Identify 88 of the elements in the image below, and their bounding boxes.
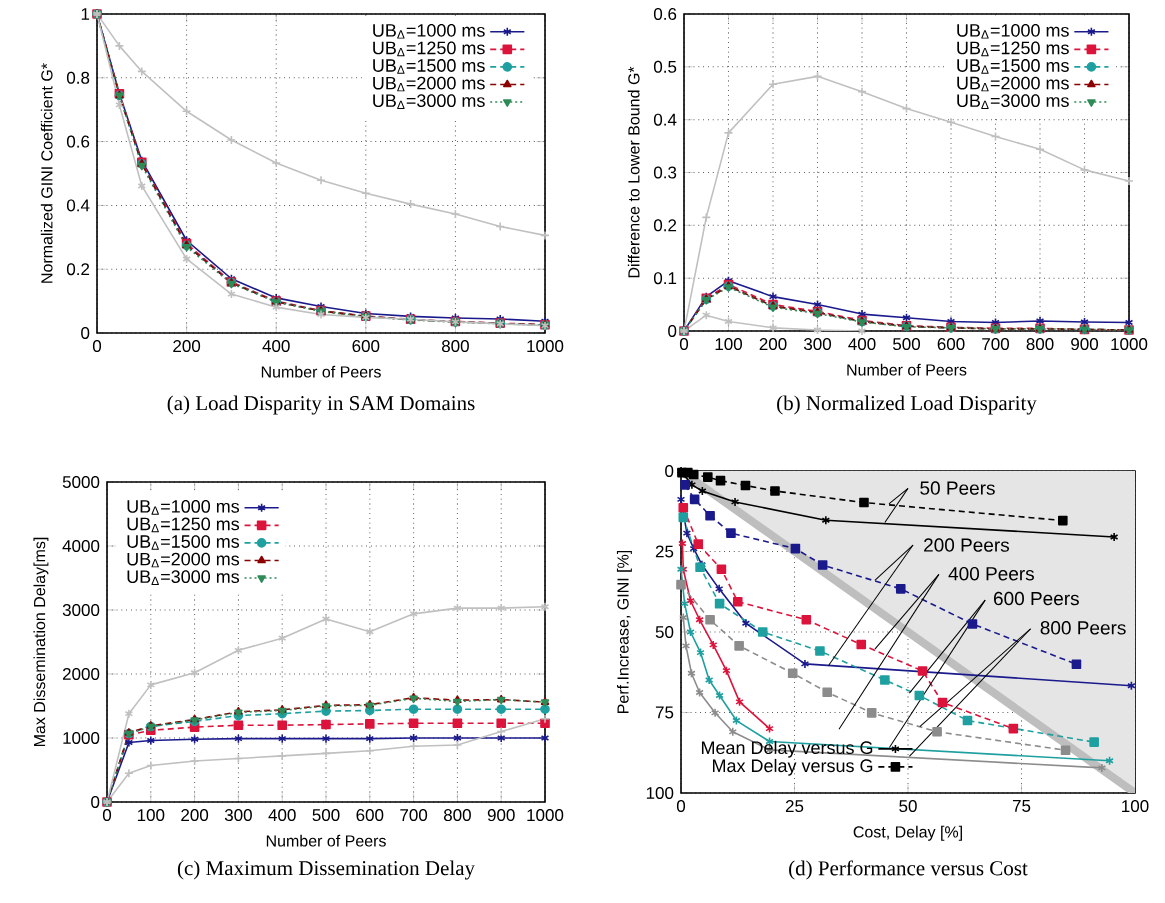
annotation: 400 Peers	[948, 566, 1034, 581]
legend-label: Max Delay versus G	[712, 758, 873, 776]
text: (d) Performance versus Cost	[789, 860, 1028, 880]
x-axis-title: Number of Peers	[266, 834, 386, 847]
x-tick-label: 700	[982, 338, 1010, 351]
x-tick-label: 800	[443, 809, 471, 822]
y-axis-title: Difference to Lower Bound G*	[627, 66, 640, 278]
y-tick-label: 0	[665, 465, 674, 478]
text: (b) Normalized Load Disparity	[777, 395, 1037, 415]
y-tick-label: 4000	[62, 540, 100, 553]
x-tick-label: 0	[679, 338, 689, 351]
x-tick-label: 400	[848, 338, 876, 351]
y-tick-label: 0.1	[653, 272, 677, 285]
x-tick-label: 600	[352, 340, 380, 353]
x-tick-label: 0	[676, 800, 686, 813]
legend-label: UB$_{Δ}$=1250 ms	[957, 41, 1069, 57]
legend-label: UB$_{Δ}$=1500 ms	[373, 59, 485, 74]
x-tick-label: 0	[102, 809, 112, 822]
x-tick-label: 100	[137, 809, 165, 822]
x-tick-label: 500	[312, 809, 340, 822]
legend-label: UB$_{Δ}$=1000 ms	[127, 499, 240, 515]
legend-label: UB$_{Δ}$=1500 ms	[127, 535, 240, 550]
y-tick-label: 0	[81, 326, 90, 340]
y-tick-label: 0.4	[66, 199, 90, 212]
legend-label: UB$_{Δ}$=1500 ms	[957, 59, 1069, 74]
legend-label: UB$_{Δ}$=3000 ms	[127, 570, 240, 585]
text: (c) Maximum Dissemination Delay	[177, 860, 475, 880]
legend-label: UB$_{Δ}$=2000 ms	[957, 76, 1069, 92]
text: (a) Load Disparity in SAM Domains	[167, 395, 475, 415]
legend-label: UB$_{Δ}$=1000 ms	[373, 23, 485, 39]
x-tick-label: 400	[262, 340, 290, 353]
y-tick-label: 0.6	[66, 135, 90, 148]
y-axis-title: Max Dissemination Delay[ms]	[33, 537, 49, 747]
y-tick-label: 0.3	[653, 166, 677, 179]
y-tick-label: 0.2	[653, 219, 677, 232]
x-tick-label: 200	[759, 338, 787, 351]
y-tick-label: 0.5	[653, 60, 677, 73]
x-axis-title: Number of Peers	[847, 363, 967, 376]
y-tick-label: 25	[655, 545, 674, 558]
x-tick-label: 1000	[527, 340, 564, 353]
x-tick-label: 600	[937, 338, 965, 351]
x-tick-label: 300	[224, 809, 252, 822]
x-tick-label: 800	[1026, 338, 1054, 351]
y-tick-label: 50	[655, 626, 674, 639]
annotation: 800 Peers	[1040, 621, 1126, 635]
y-tick-label: 0.2	[66, 263, 90, 276]
x-axis-title: Number of Peers	[261, 365, 381, 378]
x-tick-label: 200	[181, 809, 209, 822]
x-tick-label: 100	[1122, 800, 1149, 813]
x-tick-label: 1000	[527, 809, 564, 822]
x-axis-title: Cost, Delay [%]	[853, 825, 962, 841]
y-tick-label: 3000	[62, 604, 100, 617]
x-tick-label: 50	[899, 800, 917, 813]
x-tick-label: 900	[1071, 338, 1099, 351]
y-tick-label: 5000	[62, 476, 100, 489]
x-tick-label: 800	[441, 340, 469, 353]
x-tick-label: 300	[803, 338, 832, 351]
y-tick-label: 0	[668, 324, 677, 338]
x-tick-label: 75	[1012, 800, 1031, 812]
y-tick-label: 1	[81, 8, 90, 20]
x-tick-label: 500	[893, 338, 921, 351]
legend-label: UB$_{Δ}$=2000 ms	[373, 76, 485, 92]
y-axis-title: Normalized GINI Coefficient G*	[40, 63, 53, 283]
y-tick-label: 0.4	[653, 113, 677, 126]
x-tick-label: 25	[785, 800, 804, 813]
x-tick-label: 100	[715, 338, 743, 351]
y-tick-label: 2000	[62, 668, 100, 681]
x-tick-label: 600	[356, 809, 384, 822]
legend-label: UB$_{Δ}$=2000 ms	[127, 552, 240, 568]
y-tick-label: 100	[646, 787, 674, 800]
y-tick-label: 1000	[63, 731, 100, 745]
legend-label: UB$_{Δ}$=1250 ms	[127, 517, 240, 533]
y-tick-label: 0.8	[66, 71, 90, 84]
annotation: 200 Peers	[924, 538, 1010, 552]
legend-label: UB$_{Δ}$=1000 ms	[957, 23, 1069, 39]
y-tick-label: 0.6	[653, 8, 677, 21]
y-axis-title: Perf.Increase, GINI [%]	[616, 550, 632, 713]
legend-label: UB$_{Δ}$=1250 ms	[373, 41, 485, 57]
annotation: 50 Peers	[920, 481, 995, 495]
x-tick-label: 1000	[1111, 338, 1148, 351]
x-tick-label: 900	[487, 809, 515, 822]
y-tick-label: 75	[655, 706, 674, 719]
x-tick-label: 400	[268, 809, 296, 822]
legend-label: UB$_{Δ}$=3000 ms	[373, 94, 485, 109]
legend-label: UB$_{Δ}$=3000 ms	[957, 94, 1069, 109]
x-tick-label: 200	[173, 340, 201, 353]
x-tick-label: 700	[400, 809, 428, 822]
annotation: 600 Peers	[994, 591, 1079, 606]
